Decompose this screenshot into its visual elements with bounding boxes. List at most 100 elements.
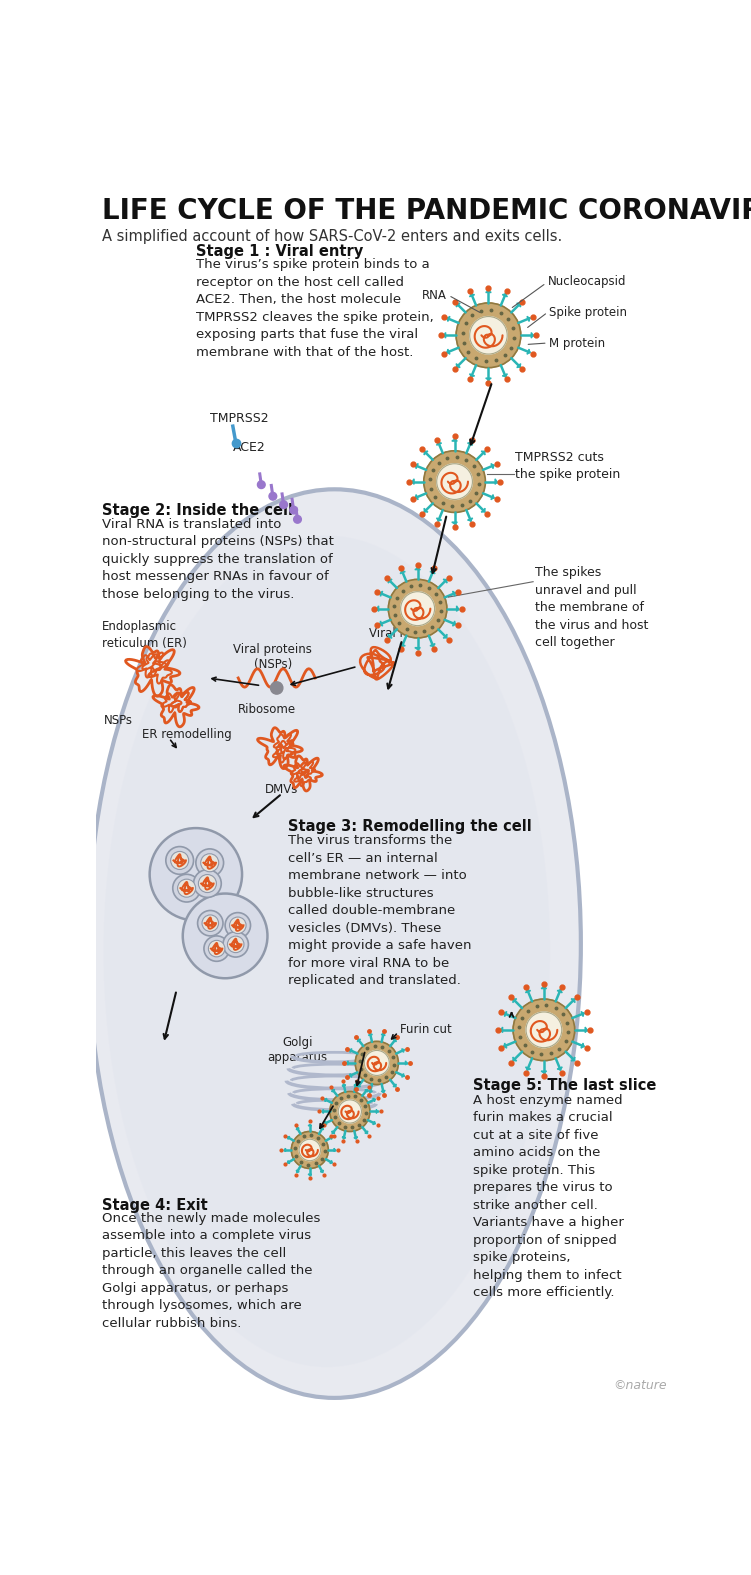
- Polygon shape: [581, 1011, 584, 1016]
- Polygon shape: [415, 647, 421, 649]
- Polygon shape: [469, 373, 475, 376]
- Polygon shape: [365, 1090, 368, 1091]
- Polygon shape: [321, 1128, 324, 1129]
- Text: Stage 1 : Viral entry: Stage 1 : Viral entry: [196, 244, 363, 260]
- Text: Stage 4: Exit: Stage 4: Exit: [102, 1197, 208, 1213]
- Polygon shape: [513, 1057, 517, 1062]
- Circle shape: [198, 910, 223, 936]
- Text: The virus’s spike protein binds to a
receptor on the host cell called
ACE2. Then: The virus’s spike protein binds to a rec…: [196, 258, 433, 359]
- Circle shape: [223, 932, 249, 958]
- Polygon shape: [504, 1011, 507, 1016]
- Text: Golgi
apparatus: Golgi apparatus: [267, 1036, 327, 1065]
- Polygon shape: [557, 1066, 562, 1069]
- Circle shape: [330, 1091, 370, 1131]
- Circle shape: [338, 1099, 361, 1123]
- Circle shape: [208, 940, 225, 958]
- Circle shape: [258, 480, 265, 488]
- Circle shape: [364, 1051, 389, 1076]
- Polygon shape: [354, 1085, 357, 1087]
- Polygon shape: [365, 1131, 368, 1134]
- Circle shape: [149, 828, 242, 920]
- Polygon shape: [502, 373, 508, 376]
- Polygon shape: [443, 635, 447, 638]
- Text: Spike protein: Spike protein: [549, 306, 627, 318]
- Polygon shape: [517, 364, 520, 367]
- Text: Furin cut: Furin cut: [400, 1024, 451, 1036]
- Polygon shape: [334, 1148, 335, 1151]
- Ellipse shape: [104, 536, 550, 1367]
- Polygon shape: [372, 1098, 375, 1101]
- Circle shape: [280, 501, 288, 509]
- Text: NSPs: NSPs: [104, 713, 132, 726]
- Polygon shape: [541, 1071, 547, 1073]
- Circle shape: [194, 869, 222, 898]
- Polygon shape: [447, 317, 450, 321]
- Circle shape: [228, 936, 244, 953]
- Polygon shape: [388, 635, 392, 638]
- Circle shape: [290, 506, 297, 513]
- Text: Endoplasmic
reticulum (ER): Endoplasmic reticulum (ER): [102, 621, 187, 650]
- Text: A simplified account of how SARS-CoV-2 enters and exits cells.: A simplified account of how SARS-CoV-2 e…: [102, 228, 562, 244]
- Polygon shape: [486, 378, 491, 380]
- Circle shape: [355, 1041, 398, 1085]
- Circle shape: [204, 936, 229, 961]
- Circle shape: [198, 874, 216, 893]
- Polygon shape: [571, 1057, 575, 1062]
- Polygon shape: [325, 1098, 327, 1101]
- Polygon shape: [402, 1049, 404, 1052]
- Polygon shape: [517, 302, 520, 307]
- Ellipse shape: [88, 490, 581, 1399]
- Polygon shape: [321, 1170, 324, 1172]
- Circle shape: [170, 852, 189, 869]
- Polygon shape: [495, 479, 497, 485]
- Polygon shape: [332, 1131, 335, 1134]
- Text: DMVs: DMVs: [265, 783, 299, 797]
- Circle shape: [182, 893, 267, 978]
- Text: A host enzyme named
furin makes a crucial
cut at a site of five
amino acids on t: A host enzyme named furin makes a crucia…: [473, 1093, 624, 1299]
- Text: Viral RNA: Viral RNA: [369, 627, 424, 639]
- Polygon shape: [447, 350, 450, 354]
- Circle shape: [166, 847, 194, 874]
- Polygon shape: [380, 621, 383, 627]
- Polygon shape: [481, 450, 485, 455]
- Polygon shape: [453, 621, 455, 627]
- Polygon shape: [354, 1137, 357, 1139]
- Circle shape: [225, 912, 251, 939]
- Polygon shape: [330, 1161, 332, 1164]
- Polygon shape: [357, 1040, 360, 1043]
- Polygon shape: [322, 1109, 324, 1114]
- Circle shape: [202, 915, 219, 931]
- Circle shape: [513, 999, 575, 1060]
- Polygon shape: [444, 332, 445, 339]
- Polygon shape: [468, 443, 472, 446]
- Polygon shape: [376, 1109, 378, 1114]
- Polygon shape: [504, 1043, 507, 1049]
- Text: Stage 2: Inside the cell: Stage 2: Inside the cell: [102, 502, 293, 518]
- Polygon shape: [453, 591, 455, 597]
- Polygon shape: [369, 1033, 372, 1035]
- Polygon shape: [452, 439, 457, 441]
- Polygon shape: [491, 463, 493, 469]
- Polygon shape: [424, 450, 428, 455]
- Polygon shape: [296, 1170, 299, 1172]
- Polygon shape: [332, 1090, 335, 1091]
- Circle shape: [177, 879, 195, 898]
- Polygon shape: [377, 606, 379, 611]
- Circle shape: [294, 515, 301, 523]
- Circle shape: [173, 874, 201, 902]
- Circle shape: [424, 450, 485, 512]
- Polygon shape: [436, 518, 442, 521]
- Polygon shape: [325, 1121, 327, 1125]
- Polygon shape: [443, 580, 447, 583]
- Polygon shape: [513, 999, 517, 1003]
- Polygon shape: [342, 1085, 345, 1087]
- Circle shape: [299, 1139, 321, 1161]
- Polygon shape: [381, 1090, 385, 1091]
- Text: Stage 3: Remodelling the cell: Stage 3: Remodelling the cell: [288, 819, 532, 833]
- Text: TMPRSS2: TMPRSS2: [210, 413, 268, 425]
- Circle shape: [269, 493, 276, 501]
- Circle shape: [400, 592, 435, 625]
- Circle shape: [526, 1013, 562, 1047]
- Polygon shape: [531, 332, 533, 339]
- Polygon shape: [400, 572, 406, 573]
